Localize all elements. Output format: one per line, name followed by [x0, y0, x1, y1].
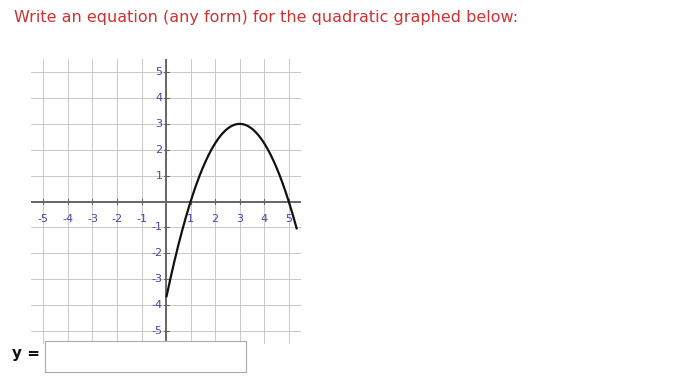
Text: 1: 1 [156, 171, 163, 181]
Text: -2: -2 [152, 248, 163, 258]
Text: -3: -3 [152, 274, 163, 284]
Text: 3: 3 [156, 119, 163, 129]
Text: -5: -5 [38, 214, 49, 225]
Text: -3: -3 [87, 214, 98, 225]
Text: -5: -5 [152, 326, 163, 336]
Text: 4: 4 [155, 93, 163, 103]
Text: -1: -1 [136, 214, 147, 225]
Text: -2: -2 [111, 214, 122, 225]
Text: 5: 5 [156, 67, 163, 77]
Text: -4: -4 [152, 300, 163, 310]
Text: 2: 2 [155, 145, 163, 155]
Text: 2: 2 [212, 214, 219, 225]
Text: 3: 3 [236, 214, 243, 225]
Text: 4: 4 [261, 214, 268, 225]
Text: Write an equation (any form) for the quadratic graphed below:: Write an equation (any form) for the qua… [14, 10, 518, 24]
Text: 5: 5 [285, 214, 292, 225]
Text: -4: -4 [62, 214, 73, 225]
Text: -1: -1 [152, 222, 163, 232]
Text: 1: 1 [187, 214, 194, 225]
Text: y =: y = [12, 346, 40, 361]
